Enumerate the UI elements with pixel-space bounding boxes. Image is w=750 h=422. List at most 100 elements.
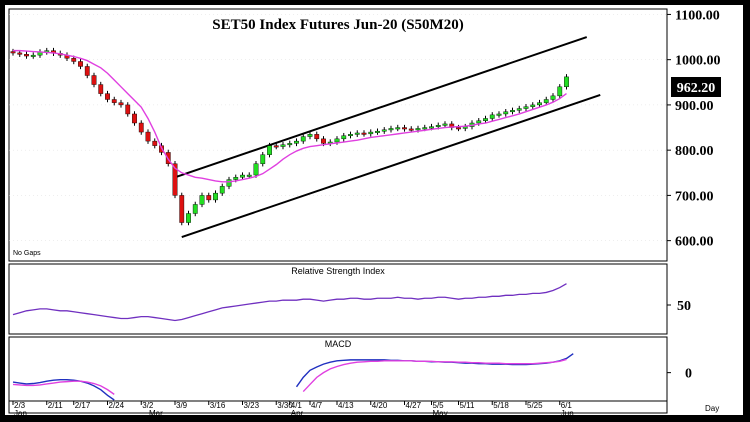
candle-body (172, 163, 178, 196)
candle-body (71, 58, 77, 62)
price-tick-label: 600.00 (675, 235, 714, 250)
candle-body (111, 99, 117, 103)
candle-body (348, 134, 353, 137)
candle-body (435, 125, 441, 127)
no-gaps-label: No Gaps (13, 250, 41, 257)
candle-body (375, 130, 380, 133)
candle-body (78, 61, 83, 67)
candle-body (84, 66, 90, 76)
candle-body (138, 122, 144, 133)
candle-body (321, 138, 326, 144)
candle-body (287, 143, 293, 146)
channel-upper-line (174, 36, 588, 179)
rsi-title: Relative Strength Index (291, 266, 385, 276)
x-tick-label: 3/2 (142, 401, 154, 410)
candle-body (273, 145, 279, 148)
price-tick-label: 700.00 (675, 189, 714, 204)
month-label: Jun (561, 409, 574, 417)
candle-body (523, 106, 529, 109)
candle-body (496, 113, 502, 116)
price-tick-label: 800.00 (675, 144, 714, 159)
month-label: Jan (14, 409, 27, 417)
candle-body (314, 134, 320, 140)
candle-body (408, 128, 414, 131)
candle-body (132, 113, 137, 124)
x-tick-label: 6/1 (561, 401, 573, 410)
candle-body (456, 127, 461, 130)
candle-body (152, 140, 158, 146)
candle-body (557, 86, 563, 97)
x-tick-label: 2/24 (109, 401, 125, 410)
candle-body (192, 204, 198, 214)
price-tick-label: 900.00 (675, 99, 714, 114)
candle-body (476, 120, 482, 124)
candle-body (530, 104, 536, 107)
candle-body (381, 129, 387, 132)
candle-body (246, 174, 252, 177)
candle-body (368, 131, 374, 135)
x-tick-label: 4/13 (338, 401, 354, 410)
candle-body (442, 123, 448, 126)
price-tick-label: 1100.00 (675, 8, 720, 23)
candle-body (17, 52, 23, 55)
candle-body (118, 102, 124, 106)
date-axis-strip (8, 400, 668, 414)
last-price-badge (671, 77, 721, 97)
x-tick-label: 3/16 (210, 401, 226, 410)
candle-body (415, 128, 421, 131)
chart-title: SET50 Index Futures Jun-20 (S50M20) (212, 17, 463, 33)
macd-title: MACD (325, 339, 352, 349)
chart-canvas: SET50 Index Futures Jun-20 (S50M20) No G… (8, 8, 721, 417)
x-tick-label: 5/25 (527, 401, 543, 410)
x-tick-label: 5/5 (433, 401, 445, 410)
month-label: Mar (149, 409, 163, 417)
candle-body (422, 127, 428, 130)
chart-frame: SET50 Index Futures Jun-20 (S50M20) No G… (4, 4, 744, 417)
x-tick-label: 5/18 (493, 401, 509, 410)
rsi-panel (8, 263, 668, 335)
price-panel (8, 8, 668, 262)
macd-tick-label: 0 (685, 367, 692, 382)
x-tick-label: 4/27 (406, 401, 422, 410)
candle-body (564, 76, 569, 88)
x-tick-label: 4/7 (311, 401, 323, 410)
macd-line (12, 379, 115, 401)
candle-body (91, 75, 97, 85)
rsi-tick-label: 50 (677, 299, 691, 314)
candle-body (233, 177, 239, 180)
candle-body (179, 195, 185, 223)
candle-body (199, 195, 205, 205)
candle-body (145, 131, 151, 142)
candle-body (483, 118, 488, 121)
x-axis-label: Day (705, 404, 719, 413)
candle-body (516, 108, 522, 111)
x-tick-label: 3/30 (277, 401, 293, 410)
candle-body (429, 126, 434, 129)
candle-body (395, 127, 401, 130)
candle-body (30, 54, 36, 57)
last-price-value: 962.20 (677, 81, 716, 96)
candle-body (388, 128, 394, 131)
price-tick-label: 1000.00 (675, 54, 721, 69)
candle-body (537, 102, 542, 106)
macd-signal-line (12, 380, 115, 395)
x-tick-label: 2/3 (14, 401, 26, 410)
candle-body (219, 186, 225, 194)
candle-body (334, 138, 340, 143)
candle-body (550, 95, 556, 100)
x-tick-label: 2/17 (75, 401, 91, 410)
candle-body (510, 110, 515, 113)
x-tick-label: 3/23 (244, 401, 260, 410)
candle-body (294, 140, 299, 144)
candle-body (280, 144, 286, 147)
moving-average-line (13, 49, 567, 183)
candle-body (354, 132, 360, 135)
candle-body (503, 111, 509, 115)
x-tick-label: 4/20 (372, 401, 388, 410)
x-tick-label: 4/1 (291, 401, 303, 410)
candle-body (125, 104, 131, 115)
candle-body (213, 192, 218, 201)
rsi-line (12, 283, 567, 322)
month-label: May (433, 409, 448, 417)
candle-body (186, 213, 191, 223)
